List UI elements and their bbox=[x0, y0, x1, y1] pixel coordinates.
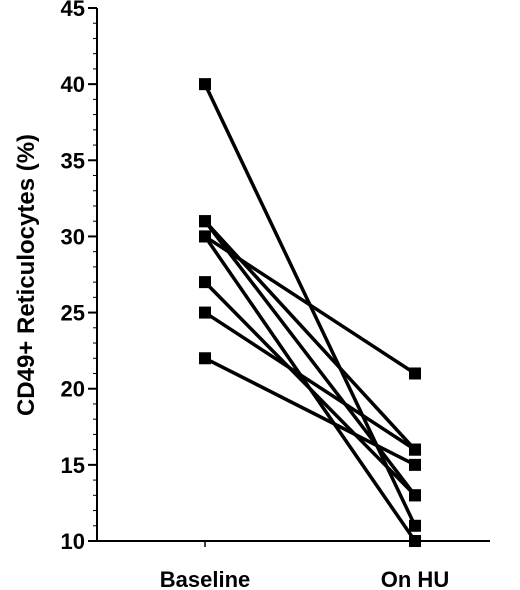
data-point bbox=[409, 519, 421, 532]
series-markers bbox=[199, 78, 421, 547]
series-line bbox=[204, 356, 416, 467]
y-tick-label: 20 bbox=[61, 377, 85, 402]
data-point bbox=[409, 489, 421, 502]
data-point bbox=[199, 215, 211, 228]
data-point bbox=[409, 535, 421, 547]
y-tick-label: 40 bbox=[61, 72, 85, 97]
data-point bbox=[199, 306, 211, 319]
y-axis-title: CD49+ Reticulocytes (%) bbox=[13, 134, 40, 416]
data-point bbox=[199, 78, 211, 91]
y-tick-label: 10 bbox=[61, 529, 85, 554]
data-point bbox=[409, 458, 421, 471]
y-tick-label: 25 bbox=[61, 301, 85, 326]
data-point bbox=[409, 367, 421, 380]
series-line bbox=[203, 280, 417, 497]
series-lines bbox=[203, 83, 417, 542]
data-point bbox=[409, 443, 421, 456]
x-tick-label: On HU bbox=[381, 567, 449, 590]
data-point bbox=[199, 352, 211, 365]
data-point bbox=[199, 230, 211, 243]
series-line bbox=[203, 220, 417, 497]
data-point bbox=[199, 276, 211, 289]
series-line bbox=[204, 311, 416, 452]
y-tick-label: 15 bbox=[61, 453, 85, 478]
axes: 10 15 20 25 30 35 40 45 Baseline On HU bbox=[61, 0, 490, 590]
y-tick-label: 30 bbox=[61, 224, 85, 249]
x-tick-label: Baseline bbox=[160, 567, 251, 590]
y-tick-label: 35 bbox=[61, 148, 85, 173]
y-tick-label: 45 bbox=[61, 0, 85, 21]
series-line bbox=[204, 234, 416, 375]
